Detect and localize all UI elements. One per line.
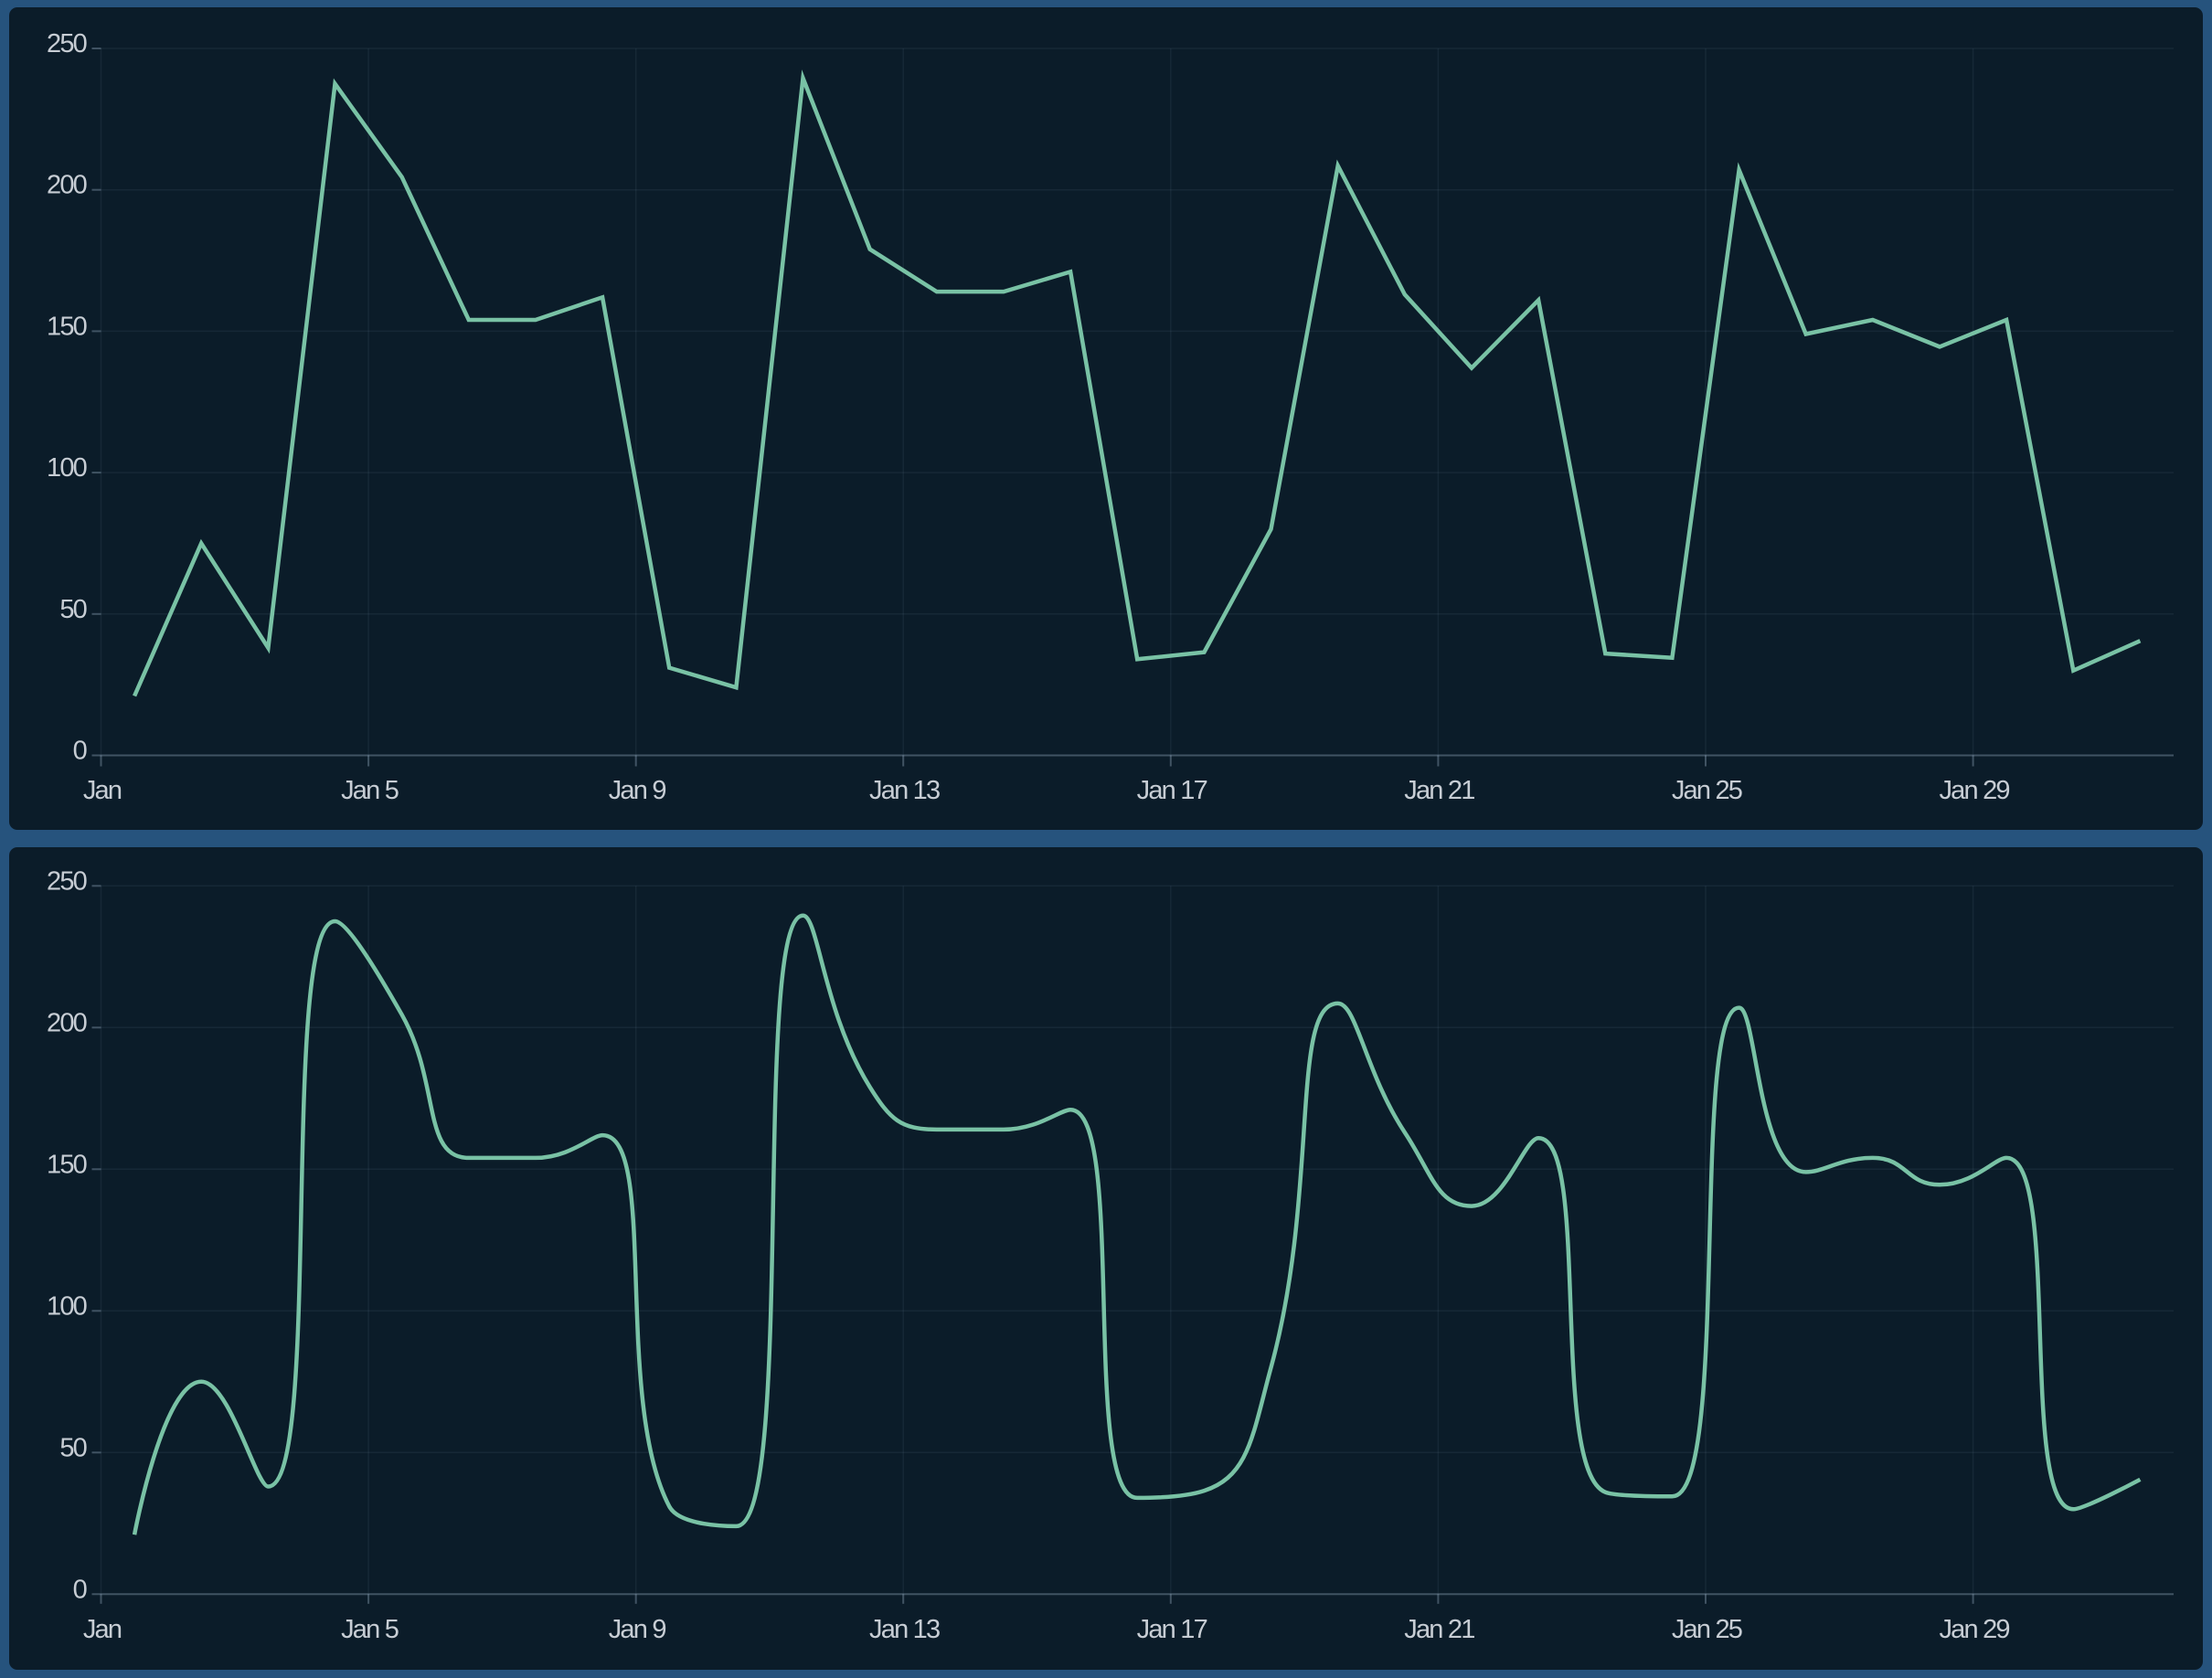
svg-text:Jan 9: Jan 9: [609, 776, 666, 805]
svg-text:0: 0: [73, 737, 87, 766]
svg-text:50: 50: [59, 1433, 86, 1462]
svg-text:Jan 5: Jan 5: [341, 776, 399, 805]
svg-text:Jan 13: Jan 13: [869, 1615, 940, 1644]
svg-text:Jan 29: Jan 29: [1939, 1615, 2009, 1644]
svg-text:100: 100: [47, 1291, 87, 1321]
svg-text:Jan 5: Jan 5: [341, 1615, 399, 1644]
svg-text:Jan 21: Jan 21: [1404, 1615, 1474, 1644]
svg-text:100: 100: [47, 453, 87, 483]
svg-text:0: 0: [73, 1575, 87, 1604]
svg-text:50: 50: [59, 595, 86, 624]
svg-text:Jan: Jan: [83, 776, 122, 805]
svg-text:Jan 25: Jan 25: [1672, 1615, 1742, 1644]
svg-text:250: 250: [47, 29, 87, 58]
svg-text:Jan 17: Jan 17: [1137, 1615, 1207, 1644]
svg-text:Jan: Jan: [83, 1615, 122, 1644]
svg-text:Jan 9: Jan 9: [609, 1615, 666, 1644]
svg-text:200: 200: [47, 171, 87, 200]
svg-text:Jan 21: Jan 21: [1404, 776, 1474, 805]
svg-text:150: 150: [47, 1150, 87, 1179]
svg-text:150: 150: [47, 312, 87, 341]
svg-text:250: 250: [47, 866, 87, 896]
svg-text:Jan 29: Jan 29: [1939, 776, 2009, 805]
svg-text:Jan 17: Jan 17: [1137, 776, 1207, 805]
svg-text:Jan 13: Jan 13: [869, 776, 940, 805]
svg-text:Jan 25: Jan 25: [1672, 776, 1742, 805]
svg-text:200: 200: [47, 1008, 87, 1037]
